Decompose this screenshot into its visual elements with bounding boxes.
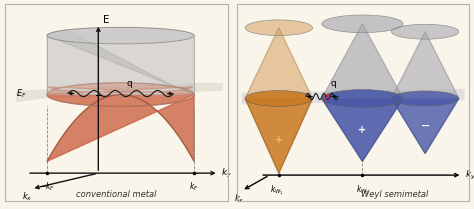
- Text: $k_y$: $k_y$: [221, 167, 232, 180]
- Text: q: q: [127, 79, 132, 88]
- Text: −: −: [420, 121, 430, 131]
- Ellipse shape: [392, 91, 459, 106]
- Polygon shape: [242, 89, 465, 104]
- Text: $-k_F$: $-k_F$: [39, 181, 55, 194]
- Ellipse shape: [392, 24, 459, 39]
- Ellipse shape: [322, 90, 403, 107]
- Polygon shape: [322, 98, 403, 161]
- Polygon shape: [322, 24, 403, 98]
- Polygon shape: [392, 98, 459, 153]
- Polygon shape: [47, 94, 194, 161]
- Text: $k_x$: $k_x$: [234, 193, 245, 205]
- Polygon shape: [245, 98, 312, 173]
- Text: ✗: ✗: [322, 93, 330, 102]
- Ellipse shape: [245, 20, 312, 36]
- Text: +: +: [358, 125, 366, 135]
- Polygon shape: [47, 83, 194, 94]
- Ellipse shape: [47, 27, 194, 44]
- Ellipse shape: [245, 91, 312, 106]
- Polygon shape: [47, 30, 194, 94]
- Text: $k_x$: $k_x$: [22, 191, 32, 203]
- Text: +: +: [275, 135, 283, 145]
- Polygon shape: [47, 27, 194, 94]
- Polygon shape: [392, 32, 459, 98]
- Text: $k_F$: $k_F$: [189, 181, 199, 194]
- Text: $k_{W_2}$: $k_{W_2}$: [356, 183, 369, 196]
- Polygon shape: [245, 28, 312, 98]
- Text: Weyl semimetal: Weyl semimetal: [361, 190, 428, 199]
- Text: conventional metal: conventional metal: [76, 190, 156, 199]
- Text: q: q: [331, 79, 337, 88]
- Text: $k_{W_1}$: $k_{W_1}$: [270, 183, 283, 196]
- Text: E: E: [103, 15, 109, 25]
- Ellipse shape: [322, 15, 403, 33]
- Text: $E_F$: $E_F$: [16, 87, 27, 100]
- Text: $k_y$: $k_y$: [465, 168, 474, 182]
- Polygon shape: [16, 83, 223, 102]
